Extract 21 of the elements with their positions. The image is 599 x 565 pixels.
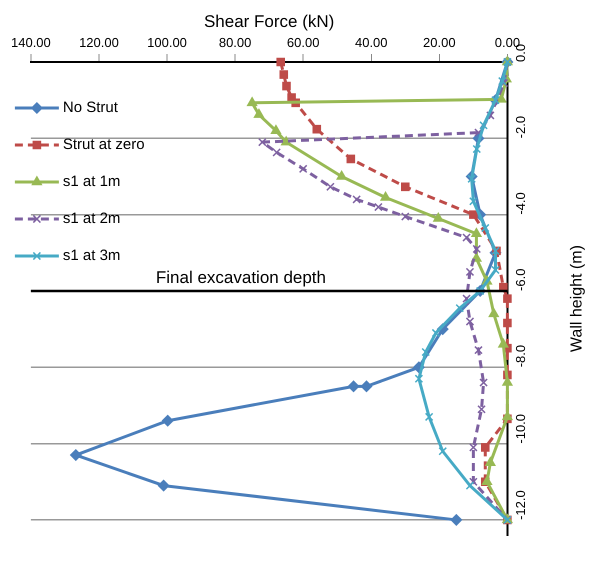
y-tick-label: -6.0 [512, 268, 528, 291]
x-tick-label: 140.00 [11, 34, 51, 50]
x-tick-label: 100.00 [147, 34, 187, 50]
legend-label: s1 at 1m [62, 173, 120, 190]
x-tick-label: 40.00 [354, 34, 388, 50]
y-tick-label: -4.0 [512, 192, 528, 215]
legend-label: s1 at 2m [62, 210, 120, 228]
x-axis-title: Shear Force (kN) [204, 12, 334, 31]
x-tick-label: 60.00 [286, 34, 320, 50]
y-tick-label: -10.0 [512, 414, 528, 444]
legend-label: No Strut [62, 99, 119, 116]
x-tick-label: 20.00 [423, 34, 456, 50]
legend-label: Strut at zero [62, 136, 145, 154]
y-tick-label: -2.0 [512, 116, 528, 138]
y-tick-label: -8.0 [512, 344, 528, 368]
ref-line-label: Final excavation depth [156, 268, 326, 288]
legend-label: s1 at 3m [62, 247, 120, 264]
x-tick-label: 80.00 [218, 34, 252, 50]
y-axis-title: Wall height (m) [568, 245, 586, 352]
x-tick-label: 120.00 [79, 34, 119, 50]
y-tick-label: -12.0 [512, 490, 528, 520]
